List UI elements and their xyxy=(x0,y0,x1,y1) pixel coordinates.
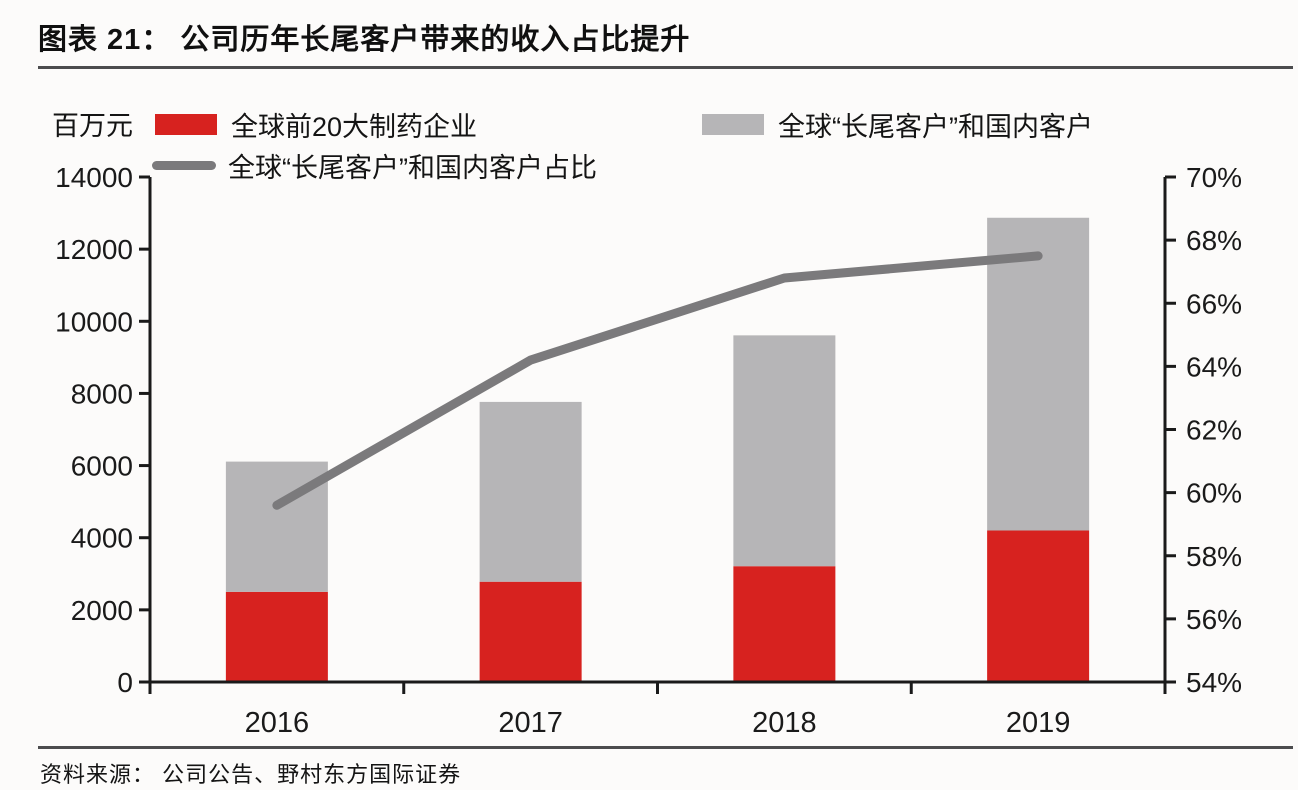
y-axis-unit-label: 百万元 xyxy=(52,111,133,141)
legend-label-ratio: 全球“长尾客户”和国内客户占比 xyxy=(228,153,597,183)
right-axis-tick-label: 64% xyxy=(1186,351,1242,382)
title-divider xyxy=(38,66,1293,69)
legend-item-top20: 全球前20大制药企业 xyxy=(155,105,477,144)
x-axis-category-label: 2016 xyxy=(245,707,310,739)
left-axis-tick-label: 2000 xyxy=(71,595,133,626)
right-axis-tick-label: 66% xyxy=(1186,288,1242,319)
bar-segment-longtail-2018 xyxy=(733,335,836,567)
ratio-line xyxy=(272,251,1043,510)
bar-segment-top20-2019 xyxy=(987,530,1090,682)
bar-segment-longtail-2017 xyxy=(479,401,582,582)
left-axis-tick-label: 10000 xyxy=(55,306,133,337)
left-axis-tick-label: 12000 xyxy=(55,234,133,265)
footer-divider xyxy=(38,746,1293,749)
left-axis-tick-label: 0 xyxy=(117,667,133,698)
legend-item-ratio-line: 全球“长尾客户”和国内客户占比 xyxy=(152,146,597,185)
x-axis-category-label: 2017 xyxy=(498,707,563,739)
right-axis-tick-label: 60% xyxy=(1186,478,1242,509)
bar-segment-top20-2017 xyxy=(479,581,582,682)
left-axis-tick-label: 6000 xyxy=(71,451,133,482)
left-axis-tick-label: 8000 xyxy=(71,378,133,409)
right-axis-tick-label: 56% xyxy=(1186,604,1242,635)
legend-label-longtail: 全球“长尾客户”和国内客户 xyxy=(778,112,1093,142)
legend-item-longtail: 全球“长尾客户”和国内客户 xyxy=(702,105,1093,144)
legend-label-top20: 全球前20大制药企业 xyxy=(231,112,478,142)
legend-swatch-gray-bar xyxy=(702,114,764,135)
legend-swatch-red-bar xyxy=(155,114,217,135)
right-axis-tick-label: 70% xyxy=(1186,162,1242,193)
chart-title: 图表 21： 公司历年长尾客户带来的收入占比提升 xyxy=(38,24,691,56)
bar-segment-top20-2018 xyxy=(733,566,836,682)
bar-segment-longtail-2019 xyxy=(987,217,1090,531)
left-axis-tick-label: 14000 xyxy=(55,162,133,193)
x-axis-category-label: 2019 xyxy=(1006,707,1071,739)
right-axis-tick-label: 58% xyxy=(1186,541,1242,572)
bar-segment-top20-2016 xyxy=(225,591,328,682)
right-axis-tick-label: 62% xyxy=(1186,415,1242,446)
source-note: 资料来源： 公司公告、野村东方国际证券 xyxy=(40,762,462,787)
left-axis-tick-label: 4000 xyxy=(71,523,133,554)
right-axis-tick-label: 68% xyxy=(1186,225,1242,256)
right-axis-tick-label: 54% xyxy=(1186,667,1242,698)
x-axis-category-label: 2018 xyxy=(752,707,817,739)
legend-swatch-gray-line xyxy=(152,161,216,170)
